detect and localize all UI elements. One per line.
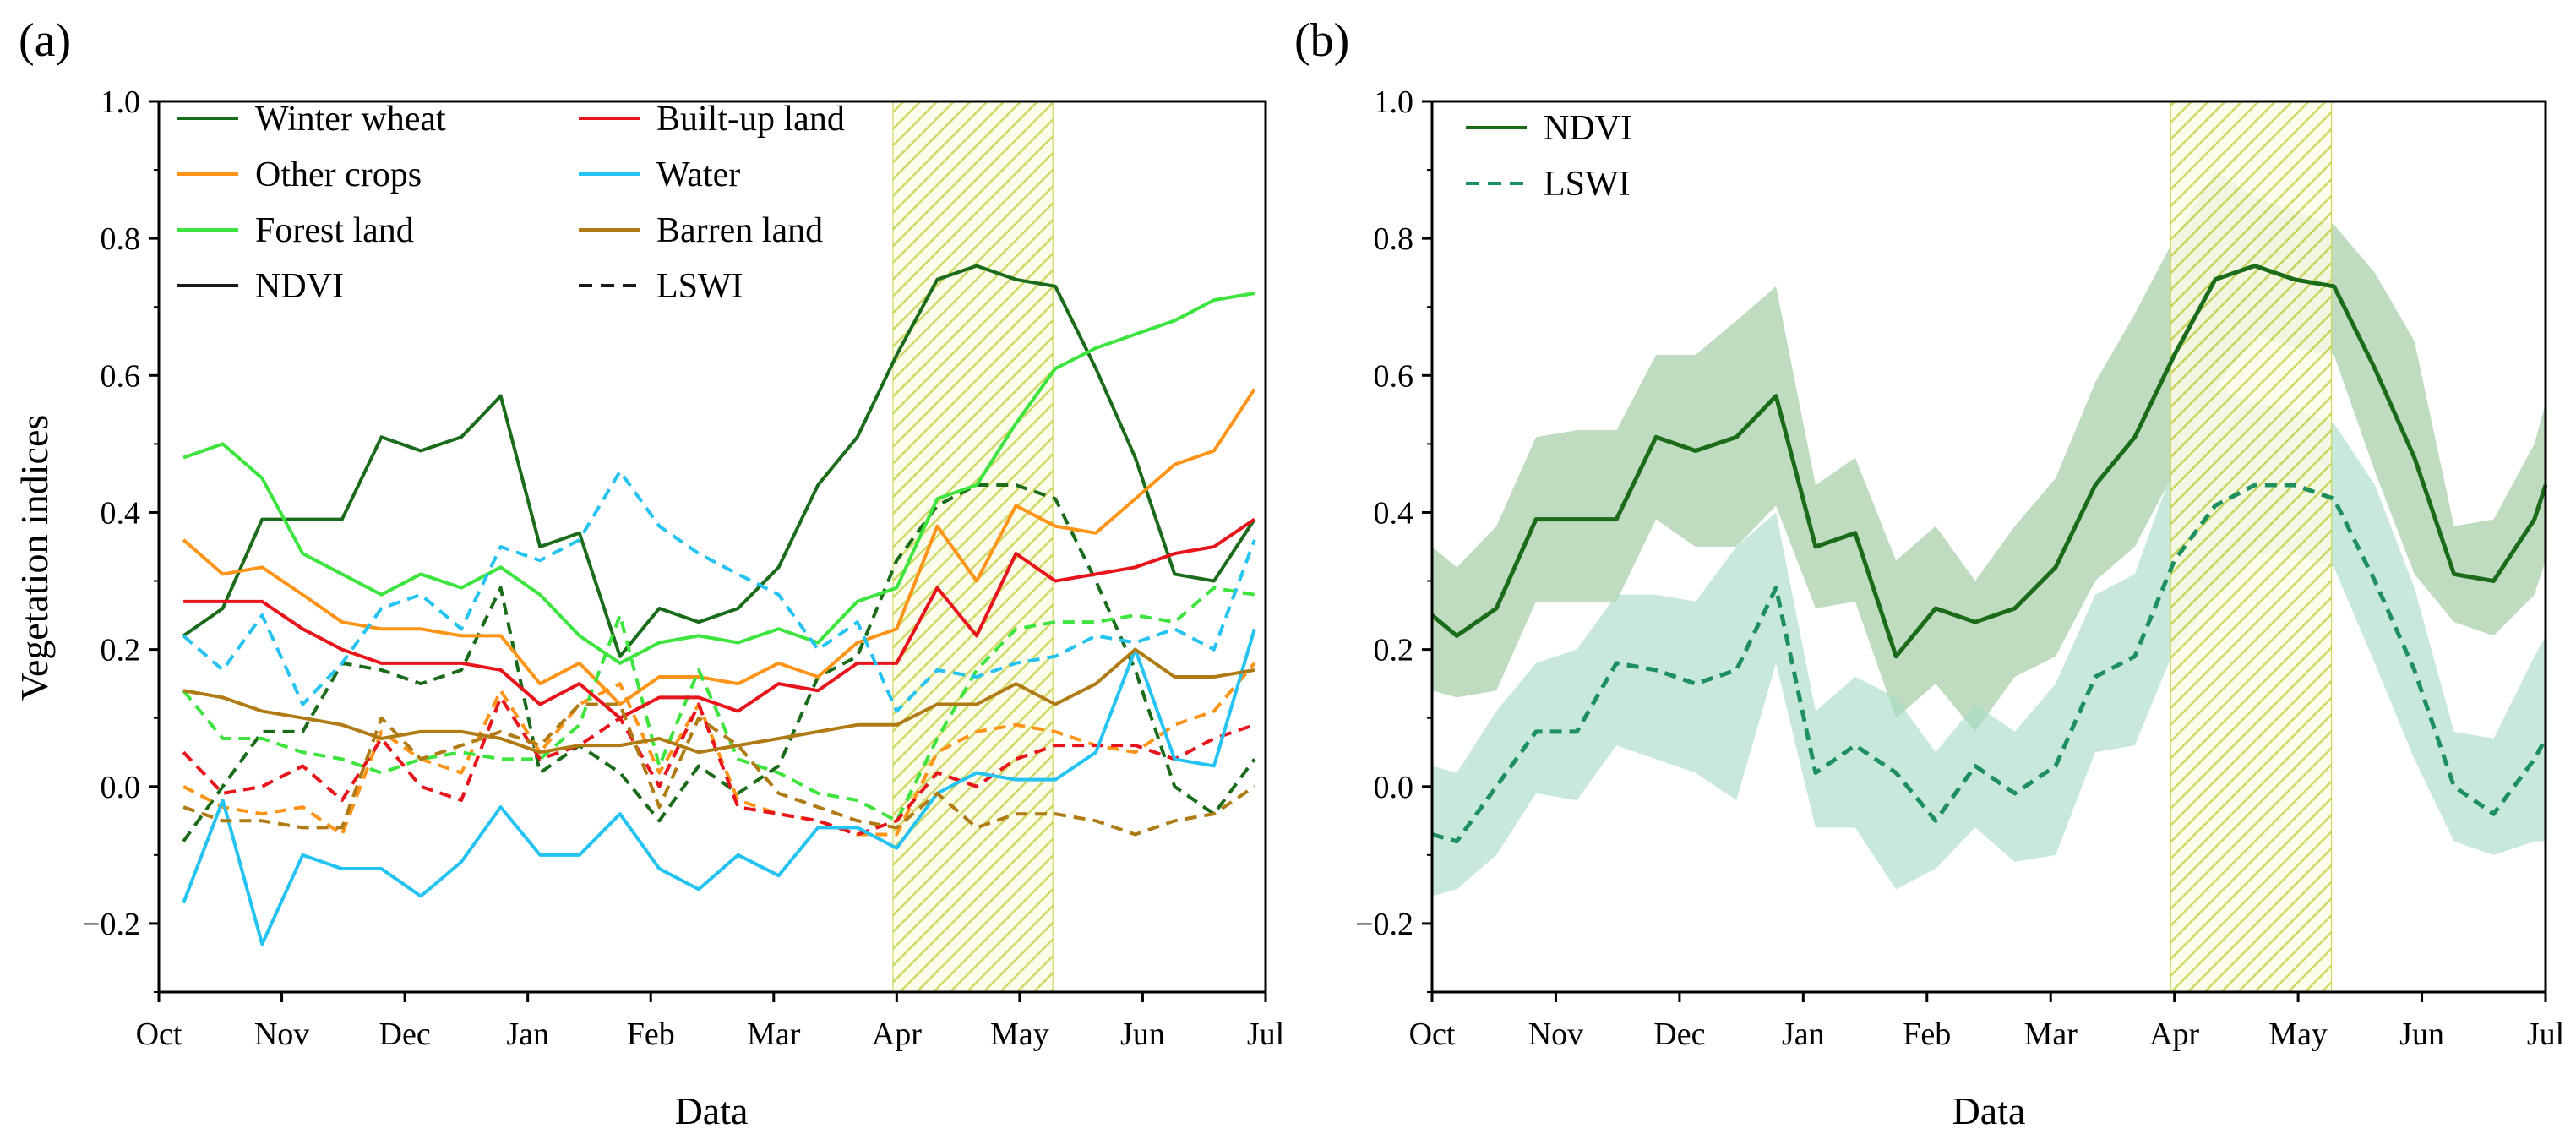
other-crops-ndvi-line — [182, 388, 1256, 706]
panel-b-x-axis-label: Data — [1952, 1089, 2026, 1132]
water-lswi-line — [182, 469, 1256, 713]
x-tick-label: Oct — [1409, 1017, 1456, 1052]
winter-wheat-lswi-line — [182, 483, 1256, 842]
x-tick-label: Dec — [379, 1017, 431, 1052]
legend-label-lswi: LSWI — [1544, 165, 1631, 204]
x-tick-label: Apr — [872, 1017, 922, 1052]
y-tick-label: −0.2 — [82, 907, 140, 942]
y-tick-label: 0.6 — [1374, 358, 1414, 394]
x-tick-label: Nov — [1528, 1017, 1583, 1052]
panel-a-label: (a) — [19, 14, 71, 67]
y-tick-label: 0.0 — [1374, 770, 1414, 805]
x-tick-label: Feb — [1903, 1017, 1951, 1052]
panel-b-frame — [1430, 100, 2547, 994]
panel-a-axes: −0.2 0.0 0.2 0.4 0.6 0.8 1.0 Oct Nov Dec Jan Feb Mar… — [82, 85, 1284, 1052]
x-tick-label: Jan — [506, 1017, 549, 1052]
water-ndvi-line — [182, 628, 1256, 946]
panel-a: (a) Vegetation indices Data −0.2 0.0 0.2 0.… — [13, 14, 1284, 1132]
built-up-land-lswi-line — [182, 695, 1255, 837]
forest-land-ndvi-line — [182, 292, 1255, 665]
legend-label-built-up-land: Built-up land — [656, 100, 845, 139]
panel-b-bands — [1432, 170, 2546, 897]
panel-a-highlight-region — [892, 101, 1054, 993]
y-tick-label: 0.8 — [1374, 221, 1414, 257]
ndvi-line — [1430, 264, 2548, 659]
other-crops-lswi-line — [182, 662, 1256, 837]
x-tick-label: Jul — [1247, 1017, 1284, 1052]
legend-label-ndvi: NDVI — [255, 267, 344, 306]
panel-a-series — [182, 264, 1256, 946]
x-tick-label: Jun — [1120, 1017, 1165, 1052]
legend-label-lswi: LSWI — [656, 267, 743, 306]
y-tick-label: 0.6 — [101, 358, 141, 394]
x-tick-label: Jul — [2527, 1017, 2564, 1052]
y-tick-label: 0.2 — [1374, 633, 1414, 668]
highlight-hatch-region — [892, 101, 1054, 993]
legend-label-ndvi: NDVI — [1544, 109, 1632, 148]
x-tick-label: May — [990, 1017, 1049, 1052]
panel-b-highlight-region — [2170, 101, 2333, 993]
x-tick-label: Mar — [747, 1017, 801, 1052]
built-up-land-ndvi-line — [183, 517, 1256, 720]
highlight-hatch-region — [2170, 101, 2333, 993]
panel-a-frame — [157, 100, 1267, 994]
x-tick-label: Jun — [2399, 1017, 2444, 1052]
panel-b: (b) Data −0.2 0.0 0.2 0.4 0.6 0.8 1.0 Oct Nov Dec… — [1294, 14, 2564, 1132]
y-tick-label: 1.0 — [101, 85, 141, 120]
barren-land-ndvi-line — [182, 647, 1255, 755]
panel-a-legend: Winter wheat Built-up land Other crops Wate… — [177, 100, 845, 306]
x-tick-label: Mar — [2024, 1017, 2078, 1052]
legend-label-other-crops: Other crops — [255, 155, 422, 194]
y-tick-label: 1.0 — [1374, 85, 1414, 120]
panel-a-y-axis-label: Vegetation indices — [13, 415, 56, 701]
forest-land-lswi-line — [182, 586, 1255, 823]
x-tick-label: Apr — [2149, 1017, 2199, 1052]
legend-label-barren-land: Barren land — [656, 211, 823, 250]
panel-b-series — [1430, 264, 2548, 844]
barren-land-lswi-line — [182, 702, 1256, 837]
lswi-line — [1431, 483, 2548, 844]
x-tick-label: Nov — [254, 1017, 309, 1052]
x-tick-label: Feb — [627, 1017, 675, 1052]
y-tick-label: −0.2 — [1355, 907, 1413, 942]
y-tick-label: 0.4 — [1374, 495, 1414, 531]
y-tick-label: 0.0 — [101, 770, 141, 805]
panel-b-legend: NDVI LSWI — [1466, 109, 1632, 204]
x-tick-label: Dec — [1653, 1017, 1705, 1052]
y-tick-label: 0.8 — [101, 221, 141, 257]
legend-label-water: Water — [656, 155, 740, 194]
y-tick-label: 0.2 — [101, 633, 141, 668]
panel-b-label: (b) — [1294, 14, 1349, 67]
y-tick-label: 0.4 — [101, 495, 141, 531]
winter-wheat-ndvi-line — [182, 264, 1256, 658]
x-tick-label: May — [2268, 1017, 2328, 1052]
legend-label-winter-wheat: Winter wheat — [255, 100, 446, 139]
x-tick-label: Oct — [136, 1017, 182, 1052]
x-tick-label: Jan — [1782, 1017, 1825, 1052]
panel-a-x-axis-label: Data — [675, 1089, 749, 1132]
panel-b-axes: −0.2 0.0 0.2 0.4 0.6 0.8 1.0 Oct Nov Dec Jan Feb Mar… — [1355, 85, 2564, 1052]
legend-label-forest-land: Forest land — [255, 211, 414, 250]
